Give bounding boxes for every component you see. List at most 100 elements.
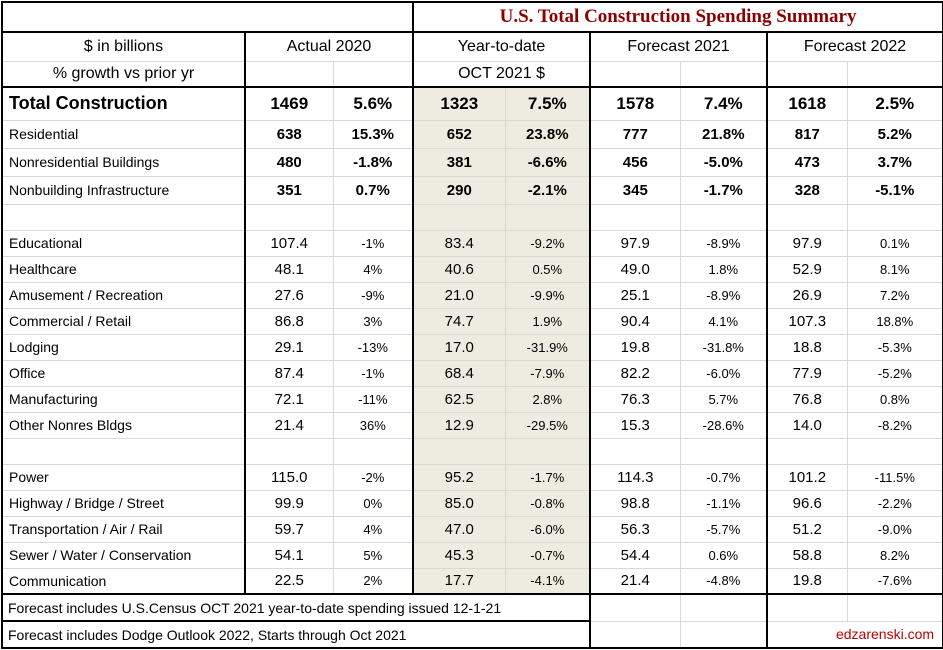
value-cell: 17.7	[412, 567, 506, 594]
table-row: Highway / Bridge / Street 99.9 0% 85.0 -0.8%…	[2, 489, 943, 516]
column-header-forecast-2021: Forecast 2021	[589, 32, 768, 61]
value-cell: 58.8	[766, 541, 848, 568]
pct-cell: 4%	[332, 255, 414, 282]
empty-header-cell	[332, 60, 414, 88]
value-cell: 1578	[589, 86, 681, 120]
pct-cell: -5.0%	[679, 147, 768, 176]
table-row: Nonbuilding Infrastructure 351 0.7% 290 -2.1…	[2, 175, 943, 204]
value-cell: 54.4	[589, 541, 681, 568]
value-cell: 12.9	[412, 411, 506, 438]
pct-cell	[679, 203, 768, 230]
value-cell: 19.8	[766, 567, 848, 594]
pct-cell: -6.6%	[504, 147, 591, 176]
column-header-forecast-2022: Forecast 2022	[766, 32, 943, 61]
pct-cell: 2.8%	[504, 385, 591, 412]
pct-cell: -5.7%	[679, 515, 768, 542]
row-label: Office	[2, 359, 245, 386]
value-cell	[244, 437, 333, 464]
pct-cell: -9%	[332, 281, 414, 308]
pct-cell: -2%	[332, 463, 414, 490]
table-row: Transportation / Air / Rail 59.7 4% 47.0 -6.…	[2, 515, 943, 542]
pct-cell: -7.6%	[846, 567, 943, 594]
footer-note-dodge: Forecast includes Dodge Outlook 2022, St…	[2, 620, 591, 648]
value-cell: 83.4	[412, 229, 506, 256]
value-cell: 652	[412, 119, 506, 148]
row-label	[2, 203, 245, 230]
value-cell: 49.0	[589, 255, 681, 282]
pct-cell: -9.2%	[504, 229, 591, 256]
column-header-actual-2020: Actual 2020	[243, 32, 414, 61]
value-cell: 48.1	[244, 255, 333, 282]
table-row: Educational 107.4 -1% 83.4 -9.2% 97.9 -8.9% 97.…	[2, 229, 943, 256]
value-cell: 59.7	[244, 515, 333, 542]
row-label: Nonbuilding Infrastructure	[2, 175, 245, 204]
corner-label-growth: % growth vs prior yr	[2, 60, 245, 88]
value-cell: 22.5	[244, 567, 333, 594]
empty-header-cell	[679, 60, 768, 88]
pct-cell	[846, 203, 943, 230]
value-cell: 1618	[766, 86, 848, 120]
pct-cell: -7.9%	[504, 359, 591, 386]
value-cell: 25.1	[589, 281, 681, 308]
empty-header-cell	[846, 60, 943, 88]
empty-footer-cell	[679, 593, 768, 621]
table-row: Power 115.0 -2% 95.2 -1.7% 114.3 -0.7% 101.2 -11…	[2, 463, 943, 490]
value-cell: 114.3	[589, 463, 681, 490]
row-label: Highway / Bridge / Street	[2, 489, 245, 516]
row-label: Sewer / Water / Conservation	[2, 541, 245, 568]
pct-cell: -1.7%	[679, 175, 768, 204]
site-link[interactable]: edzarenski.com	[766, 620, 943, 648]
pct-cell: -1.7%	[504, 463, 591, 490]
pct-cell: 0.7%	[332, 175, 414, 204]
pct-cell: -9.9%	[504, 281, 591, 308]
value-cell: 29.1	[244, 333, 333, 360]
empty-footer-cell	[589, 593, 681, 621]
table-body: Total Construction 1469 5.6% 1323 7.5% 1578 7.…	[2, 86, 943, 594]
pct-cell: 18.8%	[846, 307, 943, 334]
value-cell: 68.4	[412, 359, 506, 386]
pct-cell: 0%	[332, 489, 414, 516]
value-cell: 456	[589, 147, 681, 176]
pct-cell: 5%	[332, 541, 414, 568]
value-cell: 101.2	[766, 463, 848, 490]
value-cell: 47.0	[412, 515, 506, 542]
pct-cell: 2%	[332, 567, 414, 594]
value-cell: 99.9	[244, 489, 333, 516]
row-label: Amusement / Recreation	[2, 281, 245, 308]
pct-cell: -0.7%	[504, 541, 591, 568]
pct-cell: 1.8%	[679, 255, 768, 282]
pct-cell: -0.8%	[504, 489, 591, 516]
value-cell: 86.8	[244, 307, 333, 334]
value-cell	[766, 437, 848, 464]
row-label: Communication	[2, 567, 245, 594]
value-cell: 95.2	[412, 463, 506, 490]
value-cell: 56.3	[589, 515, 681, 542]
pct-cell	[332, 203, 414, 230]
pct-cell: -31.8%	[679, 333, 768, 360]
value-cell: 817	[766, 119, 848, 148]
pct-cell: -28.6%	[679, 411, 768, 438]
value-cell: 107.4	[244, 229, 333, 256]
row-label: Total Construction	[2, 86, 245, 120]
table-row: Amusement / Recreation 27.6 -9% 21.0 -9.9% 25…	[2, 281, 943, 308]
value-cell	[412, 437, 506, 464]
pct-cell: 3%	[332, 307, 414, 334]
value-cell: 351	[244, 175, 333, 204]
corner-label-dollars: $ in billions	[83, 37, 164, 55]
pct-cell: -2.2%	[846, 489, 943, 516]
table-row: Residential 638 15.3% 652 23.8% 777 21.8% 817 5.…	[2, 119, 943, 148]
title-row: U.S. Total Construction Spending Summary	[2, 2, 943, 33]
pct-cell: 8.1%	[846, 255, 943, 282]
footer-row-2: Forecast includes Dodge Outlook 2022, St…	[2, 620, 943, 648]
value-cell: 328	[766, 175, 848, 204]
pct-cell: -8.9%	[679, 281, 768, 308]
pct-cell: 21.8%	[679, 119, 768, 148]
pct-cell: -29.5%	[504, 411, 591, 438]
row-label	[2, 437, 245, 464]
table-row: Healthcare 48.1 4% 40.6 0.5% 49.0 1.8% 52.9 8.1%	[2, 255, 943, 282]
value-cell: 473	[766, 147, 848, 176]
value-cell: 290	[412, 175, 506, 204]
value-cell: 115.0	[244, 463, 333, 490]
